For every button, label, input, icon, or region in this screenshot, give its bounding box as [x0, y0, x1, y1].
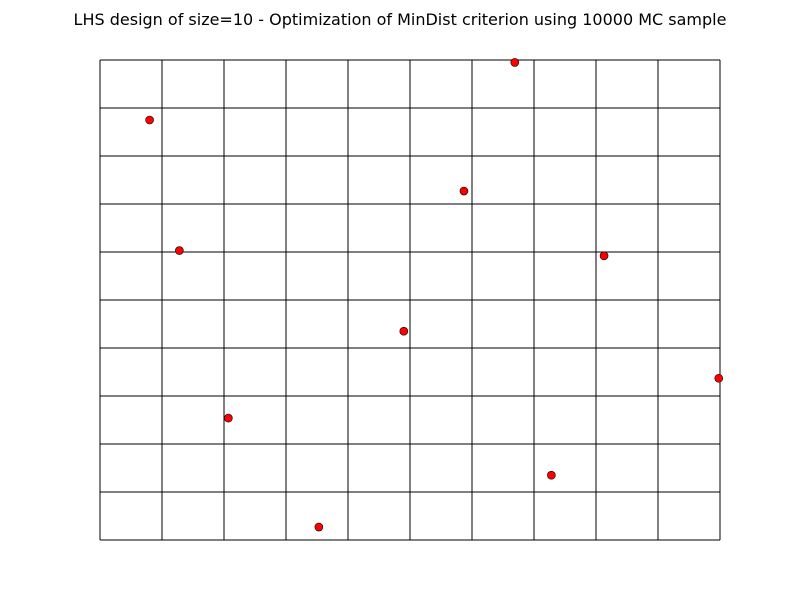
data-points: [145, 58, 724, 532]
chart-title: LHS design of size=10 - Optimization of …: [73, 10, 727, 29]
data-point: [175, 246, 184, 255]
data-point: [714, 373, 724, 383]
data-point: [399, 326, 409, 336]
data-point: [599, 251, 609, 261]
data-point: [145, 115, 154, 125]
data-point: [224, 413, 233, 423]
data-point: [459, 186, 469, 196]
grid: [99, 59, 721, 541]
data-point: [547, 470, 556, 480]
data-point: [510, 58, 520, 67]
data-point: [314, 522, 324, 532]
